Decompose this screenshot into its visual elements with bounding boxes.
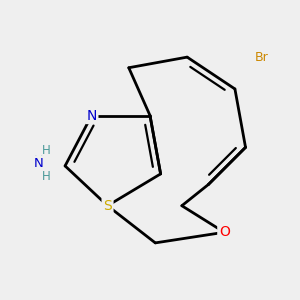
Text: N: N [34,157,44,170]
Text: H: H [34,159,43,172]
Text: N: N [86,109,97,122]
Text: S: S [103,199,112,213]
Text: H: H [42,144,51,157]
Text: Br: Br [255,51,268,64]
Text: H: H [42,169,51,183]
Text: O: O [219,225,230,239]
Text: H: H [34,154,43,167]
